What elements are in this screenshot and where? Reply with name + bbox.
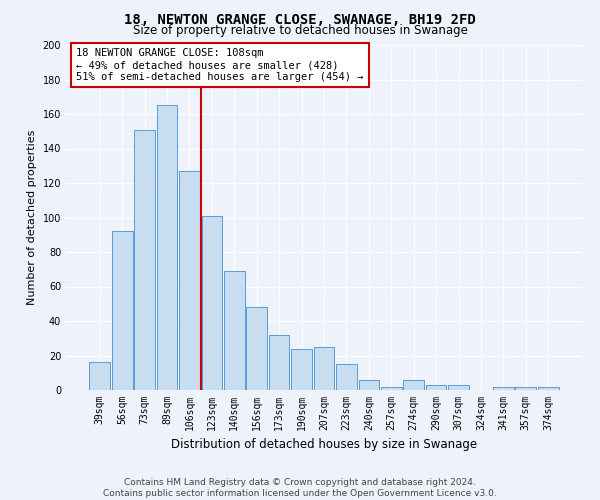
Bar (336, 364, 357, 390)
Text: Size of property relative to detached houses in Swanage: Size of property relative to detached ho… (133, 24, 467, 37)
Bar (291, 348, 312, 390)
Bar (359, 380, 379, 390)
Bar (157, 106, 178, 390)
Bar (381, 386, 401, 390)
Bar (538, 386, 559, 390)
X-axis label: Distribution of detached houses by size in Swanage: Distribution of detached houses by size … (171, 438, 477, 452)
Y-axis label: Number of detached properties: Number of detached properties (27, 130, 37, 305)
Text: 18, NEWTON GRANGE CLOSE, SWANAGE, BH19 2FD: 18, NEWTON GRANGE CLOSE, SWANAGE, BH19 2… (124, 12, 476, 26)
Bar (269, 335, 289, 390)
Bar (448, 385, 469, 390)
Bar (112, 232, 133, 390)
Bar (403, 380, 424, 390)
Bar (515, 386, 536, 390)
Bar (224, 271, 245, 390)
Bar (426, 385, 446, 390)
Bar (89, 362, 110, 390)
Bar (314, 347, 334, 390)
Bar (202, 216, 222, 390)
Text: Contains HM Land Registry data © Crown copyright and database right 2024.
Contai: Contains HM Land Registry data © Crown c… (103, 478, 497, 498)
Bar (134, 130, 155, 390)
Bar (179, 171, 200, 390)
Text: 18 NEWTON GRANGE CLOSE: 108sqm
← 49% of detached houses are smaller (428)
51% of: 18 NEWTON GRANGE CLOSE: 108sqm ← 49% of … (76, 48, 364, 82)
Bar (247, 307, 267, 390)
Bar (493, 386, 514, 390)
